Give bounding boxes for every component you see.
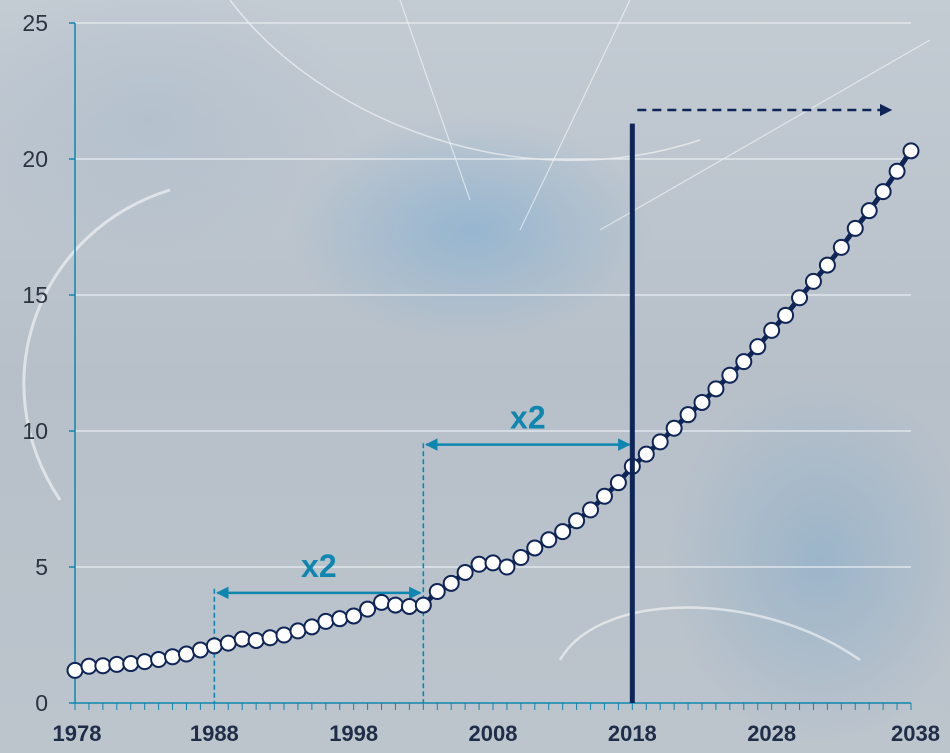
data-point-2007 <box>470 555 488 573</box>
data-point-1980 <box>94 657 112 675</box>
x-tick-label-1978: 1978 <box>53 721 102 746</box>
annotation-label-2: x2 <box>510 400 546 436</box>
y-tick-label-15: 15 <box>22 282 48 308</box>
data-point-2034 <box>846 219 864 237</box>
arc-upper <box>229 0 701 162</box>
data-point-1991 <box>247 631 265 649</box>
annotation-label-1: x2 <box>301 548 337 584</box>
data-point-2017 <box>609 474 627 492</box>
y-tick-label-25: 25 <box>22 10 48 36</box>
data-point-2009 <box>498 558 516 576</box>
decorative-arcs <box>22 0 931 662</box>
x-tick-label-1998: 1998 <box>329 721 378 746</box>
data-point-1983 <box>136 653 154 671</box>
arc-lower <box>558 606 861 662</box>
data-point-2013 <box>554 523 572 541</box>
data-point-1981 <box>108 655 126 673</box>
data-point-2000 <box>373 593 391 611</box>
data-point-1978 <box>66 661 84 679</box>
data-point-2031 <box>804 272 822 290</box>
data-point-1982 <box>122 655 140 673</box>
x-ticks: 1978 1988 1998 2008 2018 2028 2038 <box>53 703 940 746</box>
data-point-2022 <box>679 406 697 424</box>
data-point-1990 <box>233 630 251 648</box>
data-point-2037 <box>888 162 906 180</box>
data-point-2005 <box>442 574 460 592</box>
data-point-2027 <box>749 338 767 356</box>
y-tick-label-5: 5 <box>35 554 48 580</box>
data-point-1993 <box>275 626 293 644</box>
data-point-1994 <box>289 622 307 640</box>
ray-2 <box>519 0 631 231</box>
y-tick-label-0: 0 <box>35 690 48 716</box>
data-point-2001 <box>386 596 404 614</box>
x-tick-label-2018: 2018 <box>608 721 657 746</box>
data-point-2004 <box>428 582 446 600</box>
data-point-2002 <box>400 597 418 615</box>
data-point-2014 <box>568 512 586 530</box>
data-point-1998 <box>345 607 363 625</box>
y-tick-label-20: 20 <box>22 146 48 172</box>
data-point-1987 <box>191 641 209 659</box>
data-point-2016 <box>595 487 613 505</box>
x-tick-label-2038: 2038 <box>891 721 940 746</box>
data-point-2015 <box>582 501 600 519</box>
data-point-2011 <box>526 539 544 557</box>
data-point-1984 <box>150 650 168 668</box>
axes <box>69 22 911 704</box>
data-point-2026 <box>735 353 753 371</box>
data-point-2033 <box>832 238 850 256</box>
data-point-1989 <box>219 634 237 652</box>
data-point-2035 <box>860 202 878 220</box>
data-point-2019 <box>637 445 655 463</box>
doubling-annotations: x2 x2 <box>213 400 631 703</box>
data-point-1985 <box>164 648 182 666</box>
data-point-2038 <box>902 142 920 160</box>
ray-1 <box>399 0 471 201</box>
data-point-1988 <box>205 637 223 655</box>
data-point-2032 <box>818 256 836 274</box>
data-point-1997 <box>331 610 349 628</box>
data-point-2036 <box>874 183 892 201</box>
data-point-2023 <box>693 393 711 411</box>
series-line <box>66 142 920 679</box>
data-point-1999 <box>359 600 377 618</box>
data-point-1986 <box>177 645 195 663</box>
x-tick-label-1988: 1988 <box>190 721 239 746</box>
data-point-1996 <box>317 612 335 630</box>
x-tick-label-2008: 2008 <box>469 721 518 746</box>
forecast-marker <box>629 103 893 703</box>
data-point-2010 <box>512 548 530 566</box>
data-point-2029 <box>777 306 795 324</box>
data-point-2012 <box>540 531 558 549</box>
data-point-2003 <box>414 596 432 614</box>
data-point-1979 <box>80 657 98 675</box>
ray-3 <box>599 39 931 231</box>
data-point-2008 <box>484 554 502 572</box>
data-point-2028 <box>763 321 781 339</box>
series-path <box>74 149 914 673</box>
data-point-2024 <box>707 380 725 398</box>
x-tick-label-2028: 2028 <box>747 721 796 746</box>
data-point-2030 <box>791 289 809 307</box>
data-point-2006 <box>456 563 474 581</box>
y-tick-label-10: 10 <box>22 418 48 444</box>
data-point-2020 <box>651 433 669 451</box>
data-point-1992 <box>261 629 279 647</box>
grid-lines <box>75 22 911 568</box>
data-point-2025 <box>721 366 739 384</box>
data-point-2021 <box>665 419 683 437</box>
data-point-1995 <box>303 618 321 636</box>
y-tick-labels: 0 5 10 15 20 25 <box>22 10 48 716</box>
arc-left <box>22 188 171 501</box>
